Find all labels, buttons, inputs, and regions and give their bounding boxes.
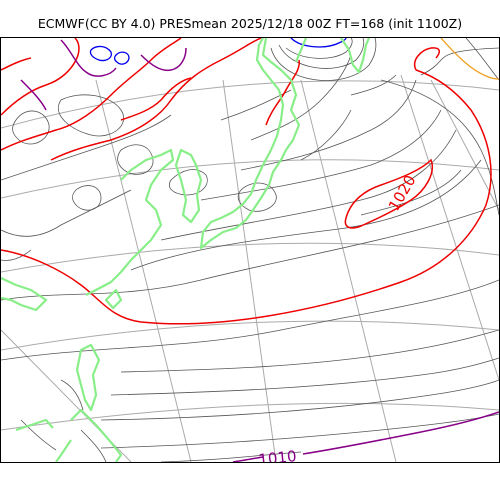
isobar bbox=[58, 94, 124, 137]
coastlines bbox=[1, 38, 371, 462]
isobar bbox=[350, 74, 397, 96]
isobar bbox=[100, 379, 499, 421]
isobar bbox=[420, 47, 499, 76]
isobar-1020 bbox=[344, 158, 433, 229]
isobar bbox=[250, 54, 352, 141]
isobar-1020 bbox=[414, 47, 440, 71]
isobar bbox=[465, 38, 499, 81]
latitude-line bbox=[1, 80, 499, 129]
latitude-line bbox=[1, 320, 499, 351]
map-canvas: 1020 1010 bbox=[1, 38, 499, 462]
isobar bbox=[1, 279, 499, 361]
isobar bbox=[380, 79, 499, 216]
isobar bbox=[285, 38, 353, 59]
pressure-map: 1020 1010 bbox=[0, 37, 500, 463]
isobar bbox=[117, 144, 154, 175]
isobar-1010 bbox=[232, 456, 264, 462]
coastline-japan bbox=[199, 38, 301, 250]
isobar bbox=[360, 169, 462, 216]
isobar bbox=[270, 38, 377, 81]
isobar bbox=[80, 429, 107, 462]
longitude-line bbox=[300, 79, 397, 462]
isobar bbox=[60, 379, 84, 411]
latitude-line bbox=[1, 242, 499, 273]
coastline-taiwan bbox=[75, 343, 101, 412]
graticule-lines bbox=[1, 74, 499, 462]
isobar bbox=[1, 114, 172, 181]
longitude-line bbox=[430, 79, 499, 211]
low-contour bbox=[290, 38, 347, 48]
isobar bbox=[100, 413, 499, 449]
chart-title: ECMWF(CC BY 4.0) PRESmean 2025/12/18 00Z… bbox=[37, 16, 463, 31]
isobar-1020 bbox=[1, 38, 80, 116]
isobar bbox=[120, 329, 499, 373]
low-contour bbox=[113, 51, 130, 65]
isobar bbox=[71, 185, 102, 211]
isobar bbox=[278, 38, 365, 69]
isobar-1020 bbox=[265, 59, 300, 126]
isobars bbox=[1, 38, 499, 462]
isobar-1020 bbox=[120, 77, 192, 121]
isobar bbox=[1, 189, 132, 237]
isobar-1010 bbox=[302, 411, 499, 455]
isobar-1020 bbox=[1, 38, 182, 151]
longitude-line bbox=[400, 74, 499, 381]
coastline-philippines bbox=[15, 418, 54, 432]
isobar-1020 bbox=[1, 69, 492, 325]
isobar bbox=[12, 110, 50, 145]
longitude-line bbox=[95, 79, 192, 462]
isobar bbox=[237, 182, 277, 212]
isobar-1020 bbox=[1, 57, 32, 71]
isobar-1010-lines bbox=[20, 39, 499, 462]
isobar bbox=[1, 249, 32, 261]
coastline-philippines bbox=[55, 439, 72, 462]
isobar bbox=[169, 169, 208, 196]
isobar bbox=[160, 451, 302, 462]
isobar bbox=[220, 89, 292, 121]
isobar-1010 bbox=[20, 79, 47, 111]
low-pressure-contours bbox=[89, 38, 347, 65]
latitude-line bbox=[1, 402, 499, 431]
isobar-1010 bbox=[60, 39, 117, 77]
isobar-1030 bbox=[440, 38, 499, 80]
isobar-1010 bbox=[140, 47, 187, 72]
coastline-kuril bbox=[340, 38, 371, 74]
coastline-china bbox=[1, 277, 48, 312]
isobar bbox=[1, 204, 499, 301]
contour-label-1010: 1010 bbox=[258, 447, 298, 462]
isobar bbox=[130, 159, 482, 271]
isobar bbox=[20, 419, 57, 451]
coastline-philippines bbox=[70, 408, 123, 462]
coastline-sakhalin bbox=[294, 38, 308, 63]
isobar bbox=[110, 357, 499, 396]
coastline-korea bbox=[174, 148, 203, 224]
coastline-mainland bbox=[85, 148, 175, 296]
isobar bbox=[300, 109, 352, 161]
contour-label-1020: 1020 bbox=[385, 172, 420, 214]
isobar-1020-lines bbox=[1, 38, 492, 325]
isobar-1020 bbox=[50, 38, 262, 161]
isobar bbox=[200, 109, 442, 201]
low-contour bbox=[89, 45, 112, 62]
coastline-china bbox=[104, 288, 123, 310]
longitude-line bbox=[222, 79, 277, 462]
